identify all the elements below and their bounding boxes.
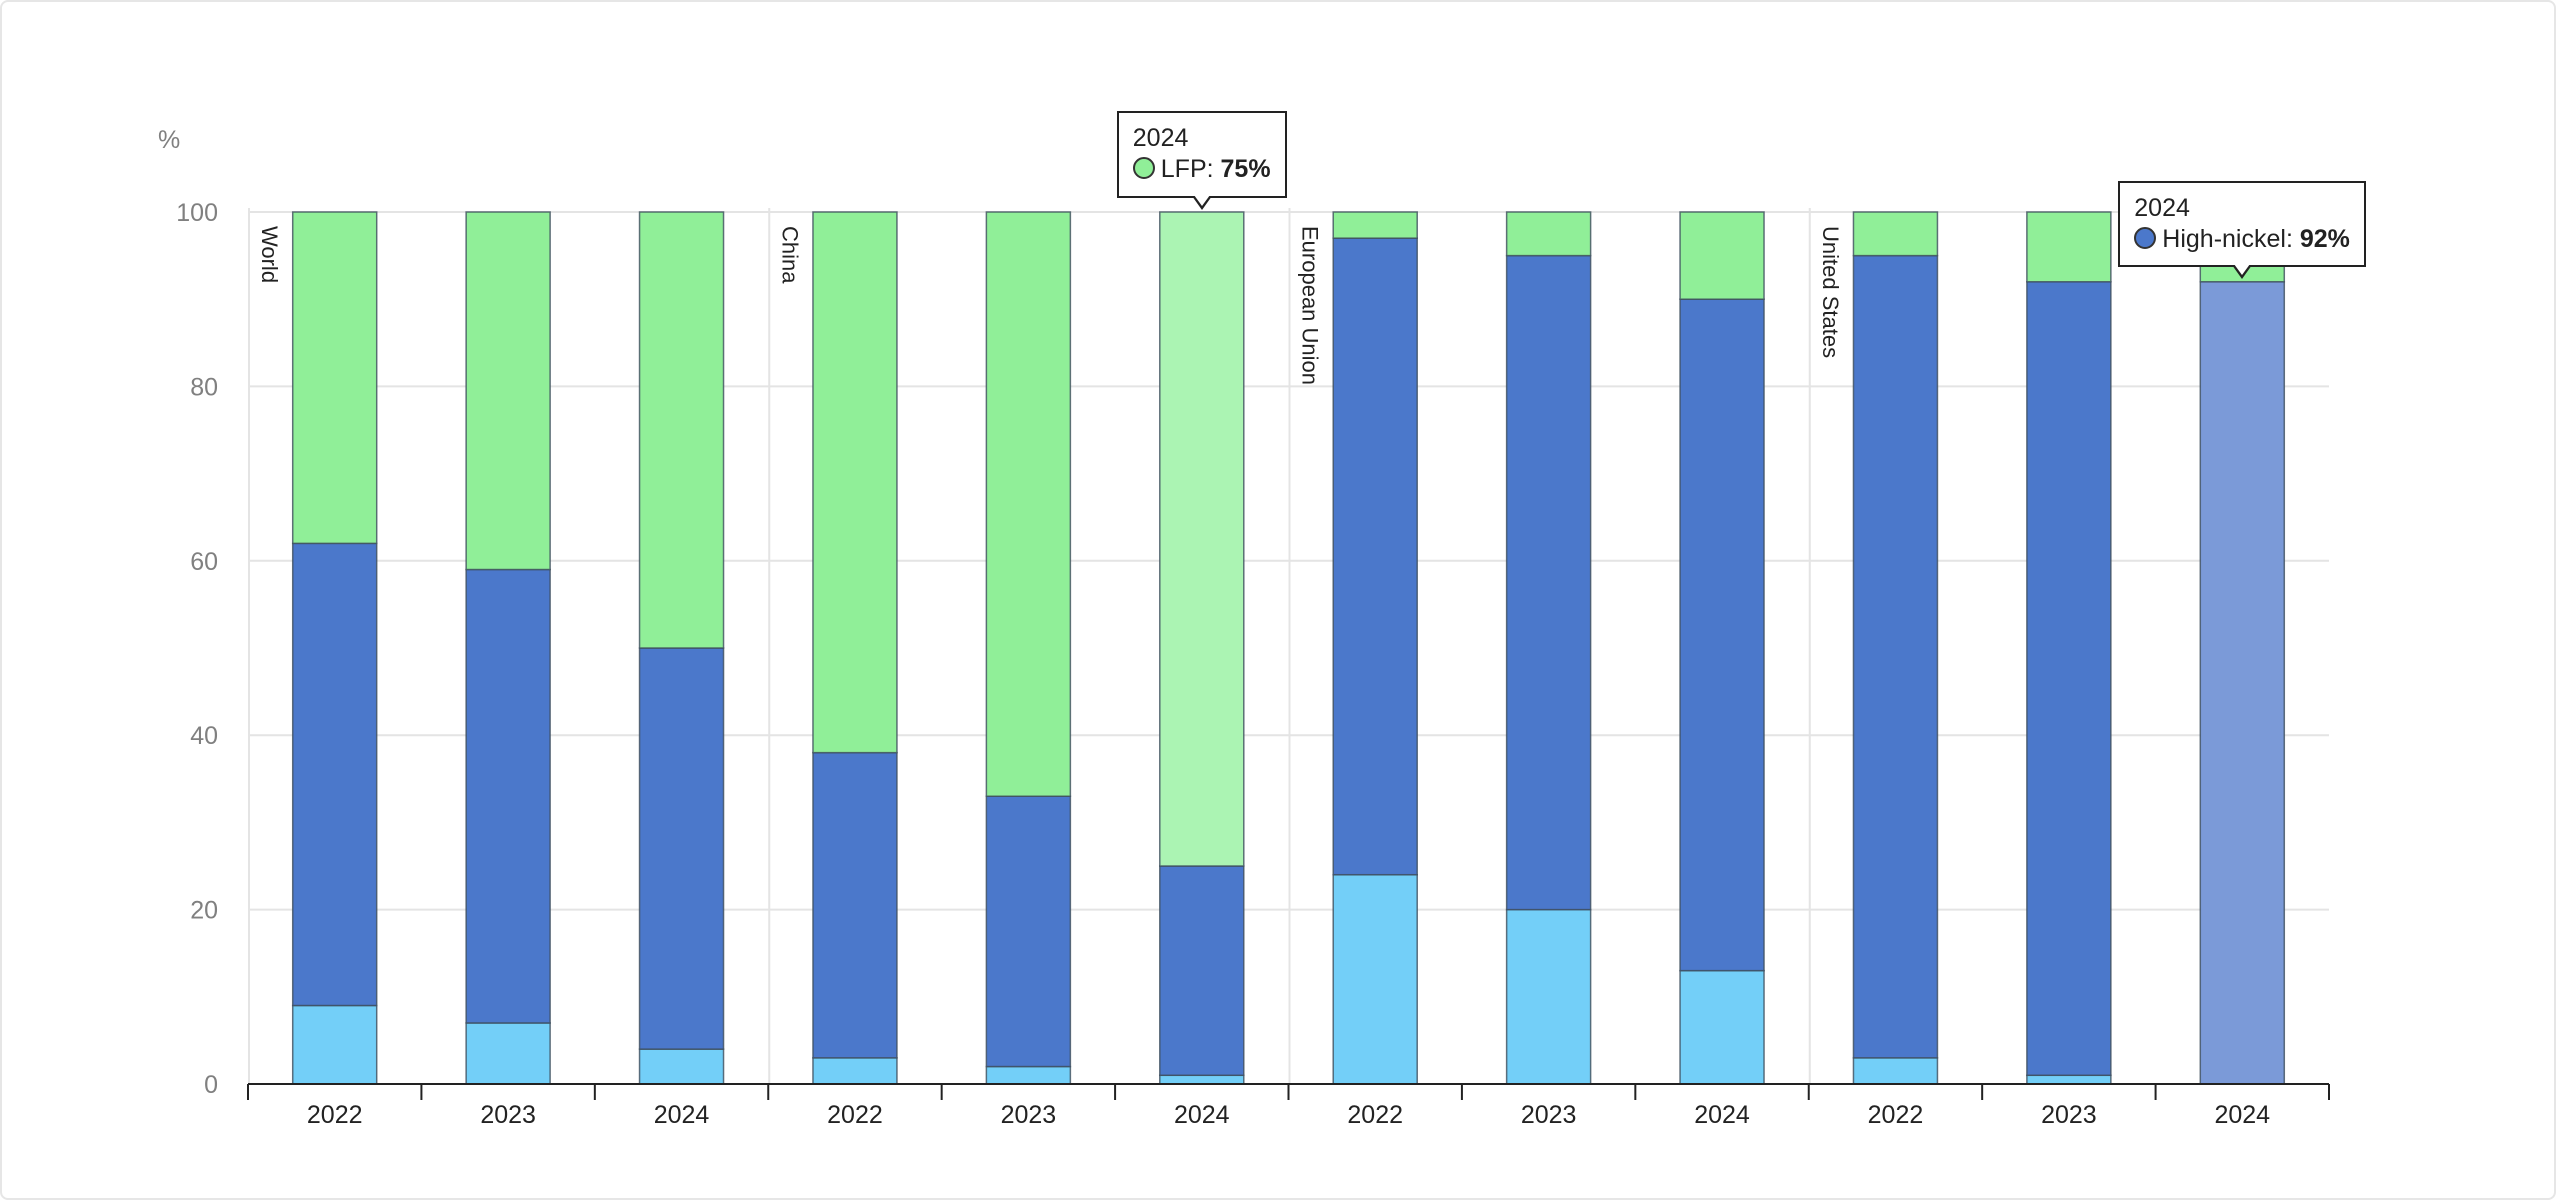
y-tick-label: 20 bbox=[190, 897, 218, 925]
y-tick-label: 60 bbox=[190, 548, 218, 576]
bar-segment-high-nickel bbox=[1159, 865, 1245, 1077]
bar-segment-lfp bbox=[985, 211, 1072, 797]
x-tick-label: 2024 bbox=[1694, 1101, 1750, 1129]
stacked-bar-chart: 0 20 40 60 80 100% World 2022 2023 2024 China 2022 2… bbox=[158, 126, 2330, 1129]
lfp-color-dot-icon bbox=[1132, 157, 1155, 180]
y-tick-label: 0 bbox=[204, 1071, 218, 1099]
bar-segment-other bbox=[812, 1057, 898, 1085]
y-tick-label: 80 bbox=[190, 373, 218, 401]
x-tick-label: 2022 bbox=[1868, 1101, 1924, 1129]
bar-segment-other bbox=[1852, 1057, 1939, 1085]
bar-segment-high-nickel bbox=[2199, 281, 2286, 1085]
bar-segment-high-nickel bbox=[291, 542, 378, 1007]
y-axis-unit-label: % bbox=[158, 126, 180, 154]
x-tick-label: 2022 bbox=[1347, 1101, 1403, 1129]
bar-segment-lfp bbox=[638, 211, 725, 649]
bar-segment-lfp bbox=[1505, 211, 1592, 257]
tooltip-label: High-nickel: bbox=[2162, 225, 2293, 253]
bar-segment-high-nickel bbox=[1852, 254, 1939, 1059]
high-nickel-color-dot-icon bbox=[2134, 227, 2157, 249]
bar-segment-lfp bbox=[1159, 211, 1245, 867]
y-tick-label: 40 bbox=[190, 722, 218, 750]
x-tick-label: 2024 bbox=[654, 1101, 710, 1129]
bar-segment-other bbox=[1679, 969, 1765, 1085]
bar-segment-lfp bbox=[1852, 211, 1939, 257]
bar-segment-high-nickel bbox=[985, 795, 1072, 1068]
bar-segment-other bbox=[465, 1022, 551, 1085]
bar-segment-other bbox=[1505, 908, 1592, 1085]
bar-segment-high-nickel bbox=[1679, 298, 1765, 972]
panel-label: European Union bbox=[1298, 226, 1323, 385]
bar-segment-high-nickel bbox=[2026, 281, 2112, 1077]
bar-segment-lfp bbox=[2026, 211, 2112, 283]
panel-label: World bbox=[257, 226, 282, 283]
bar-segment-lfp bbox=[291, 211, 378, 545]
bar-segment-high-nickel bbox=[465, 568, 551, 1024]
bar-segment-other bbox=[1332, 873, 1418, 1085]
bar-segment-other bbox=[985, 1065, 1072, 1085]
tooltip-high-nickel: 2024 High-nickel: 92% bbox=[2118, 180, 2366, 279]
tooltip-value: 75% bbox=[1220, 155, 1271, 184]
x-tick-label: 2024 bbox=[2214, 1101, 2270, 1129]
x-tick-label: 2023 bbox=[2041, 1101, 2097, 1129]
panel-label: China bbox=[777, 226, 802, 284]
tooltip-year: 2024 bbox=[2134, 193, 2190, 222]
bar-segment-high-nickel bbox=[812, 751, 898, 1059]
x-tick-label: 2023 bbox=[480, 1101, 536, 1129]
bar-segment-lfp bbox=[465, 211, 551, 571]
panel-label: United States bbox=[1818, 226, 1843, 358]
x-tick-label: 2023 bbox=[1521, 1101, 1577, 1129]
bar-segment-other bbox=[2026, 1074, 2112, 1085]
y-tick-label: 100 bbox=[176, 199, 218, 227]
bar-segment-lfp bbox=[1332, 211, 1418, 239]
bar-segment-high-nickel bbox=[638, 647, 725, 1050]
bar-segment-high-nickel bbox=[1505, 254, 1592, 911]
tooltip-year: 2024 bbox=[1132, 124, 1189, 152]
x-tick-label: 2023 bbox=[1001, 1101, 1057, 1129]
tooltip-label: LFP: bbox=[1160, 155, 1214, 184]
x-tick-label: 2024 bbox=[1174, 1101, 1230, 1129]
tooltip-value: 92% bbox=[2299, 225, 2350, 253]
bar-segment-high-nickel bbox=[1332, 237, 1418, 876]
x-tick-label: 2022 bbox=[307, 1101, 363, 1129]
bar-segment-other bbox=[291, 1004, 378, 1085]
x-tick-label: 2022 bbox=[827, 1101, 883, 1129]
bar-segment-lfp bbox=[1679, 211, 1765, 300]
bar-segment-other bbox=[1159, 1074, 1245, 1085]
bar-segment-lfp bbox=[812, 211, 898, 754]
bar-segment-other bbox=[638, 1048, 725, 1085]
tooltip-lfp: 2024 LFP: 75% bbox=[1116, 111, 1287, 209]
